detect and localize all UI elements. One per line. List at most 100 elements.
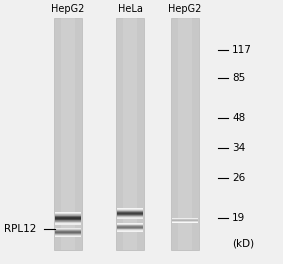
Text: 34: 34 <box>232 143 245 153</box>
Bar <box>55 228 81 229</box>
Bar <box>117 225 143 226</box>
Bar <box>55 217 81 219</box>
Bar <box>55 232 81 233</box>
Bar <box>117 228 143 229</box>
Bar <box>55 216 81 217</box>
Bar <box>55 217 81 218</box>
Bar <box>55 212 81 213</box>
Bar <box>172 221 198 222</box>
Bar <box>117 227 143 228</box>
Bar <box>117 214 143 215</box>
Bar <box>117 211 143 212</box>
Bar <box>55 222 81 223</box>
Bar <box>55 234 81 235</box>
Bar <box>117 213 143 214</box>
Bar <box>55 213 81 214</box>
Bar <box>117 211 143 213</box>
Bar <box>55 223 81 224</box>
Bar <box>55 219 81 220</box>
Bar <box>117 217 143 218</box>
Bar <box>117 215 143 216</box>
Bar <box>117 226 143 227</box>
Bar <box>55 221 81 222</box>
Bar <box>172 218 198 219</box>
Text: 48: 48 <box>232 113 245 123</box>
Bar <box>55 219 81 220</box>
Text: (kD): (kD) <box>232 239 254 249</box>
Bar <box>55 233 81 234</box>
Bar <box>117 216 143 217</box>
Bar <box>55 231 81 232</box>
Bar <box>55 214 81 215</box>
Bar <box>117 227 143 228</box>
Bar <box>117 224 143 225</box>
Bar <box>55 221 81 223</box>
Bar <box>117 230 143 231</box>
Bar <box>172 219 198 220</box>
Bar <box>55 214 81 215</box>
Bar <box>117 228 143 229</box>
Bar <box>117 230 143 232</box>
Bar <box>55 235 81 237</box>
Bar <box>55 229 81 230</box>
Bar <box>117 210 143 211</box>
Bar <box>117 212 143 213</box>
Bar <box>55 228 81 229</box>
Bar <box>117 213 143 214</box>
Bar <box>55 218 81 219</box>
Text: RPL12: RPL12 <box>4 224 37 234</box>
Bar <box>117 209 143 210</box>
Bar <box>55 213 81 214</box>
Bar <box>178 18 192 250</box>
Bar <box>172 220 198 221</box>
Text: 26: 26 <box>232 173 245 183</box>
Bar <box>172 219 198 220</box>
Bar <box>55 232 81 233</box>
Bar <box>116 18 144 250</box>
Bar <box>117 230 143 231</box>
Text: 19: 19 <box>232 213 245 223</box>
Bar <box>172 221 198 222</box>
Bar <box>172 220 198 221</box>
Bar <box>55 220 81 221</box>
Bar <box>172 220 198 221</box>
Text: HepG2: HepG2 <box>168 4 202 14</box>
Bar <box>117 210 143 211</box>
Text: HeLa: HeLa <box>117 4 142 14</box>
Bar <box>61 18 75 250</box>
Text: 85: 85 <box>232 73 245 83</box>
Bar <box>55 216 81 217</box>
Bar <box>117 223 143 224</box>
Bar <box>172 218 198 219</box>
Text: 117: 117 <box>232 45 252 55</box>
Text: HepG2: HepG2 <box>51 4 85 14</box>
Bar <box>117 223 143 224</box>
Bar <box>55 234 81 235</box>
Bar <box>117 208 143 209</box>
Bar <box>55 215 81 216</box>
Bar <box>55 236 81 237</box>
Bar <box>117 224 143 225</box>
Bar <box>117 226 143 227</box>
Bar <box>117 229 143 230</box>
Bar <box>117 227 143 228</box>
Bar <box>117 209 143 210</box>
Bar <box>55 229 81 230</box>
Bar <box>172 218 198 219</box>
Bar <box>55 220 81 221</box>
Bar <box>117 229 143 230</box>
Bar <box>172 222 198 223</box>
Bar <box>55 230 81 231</box>
Bar <box>172 219 198 220</box>
Bar <box>55 232 81 233</box>
Bar <box>172 222 198 223</box>
Bar <box>55 235 81 236</box>
Bar <box>172 221 198 222</box>
Bar <box>117 214 143 215</box>
Bar <box>55 223 81 224</box>
Bar <box>54 18 82 250</box>
Bar <box>55 231 81 232</box>
Bar <box>117 218 143 219</box>
Bar <box>117 225 143 226</box>
Bar <box>55 233 81 234</box>
